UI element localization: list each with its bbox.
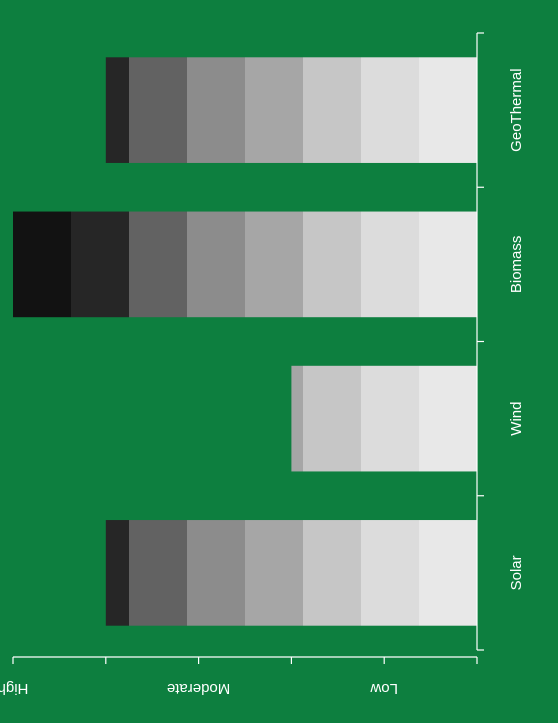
axes-group <box>12 32 484 664</box>
bar-wind <box>291 365 477 472</box>
bar-solar <box>105 520 477 626</box>
bars-group <box>13 57 477 626</box>
category-label-biomass: Biomass <box>508 236 525 294</box>
bar-geothermal <box>105 57 477 163</box>
value-tick-label-moderate: Moderate <box>167 680 230 697</box>
category-label-solar: Solar <box>508 555 525 590</box>
category-label-wind: Wind <box>508 402 525 436</box>
labels-group: Solar Wind Biomass GeoThermal Low Moderate Hig… <box>0 68 525 697</box>
value-tick-label-low: Low <box>370 680 398 697</box>
bar-biomass <box>13 211 477 318</box>
category-label-geothermal: GeoThermal <box>508 68 525 151</box>
value-tick-label-high: High <box>0 680 28 697</box>
